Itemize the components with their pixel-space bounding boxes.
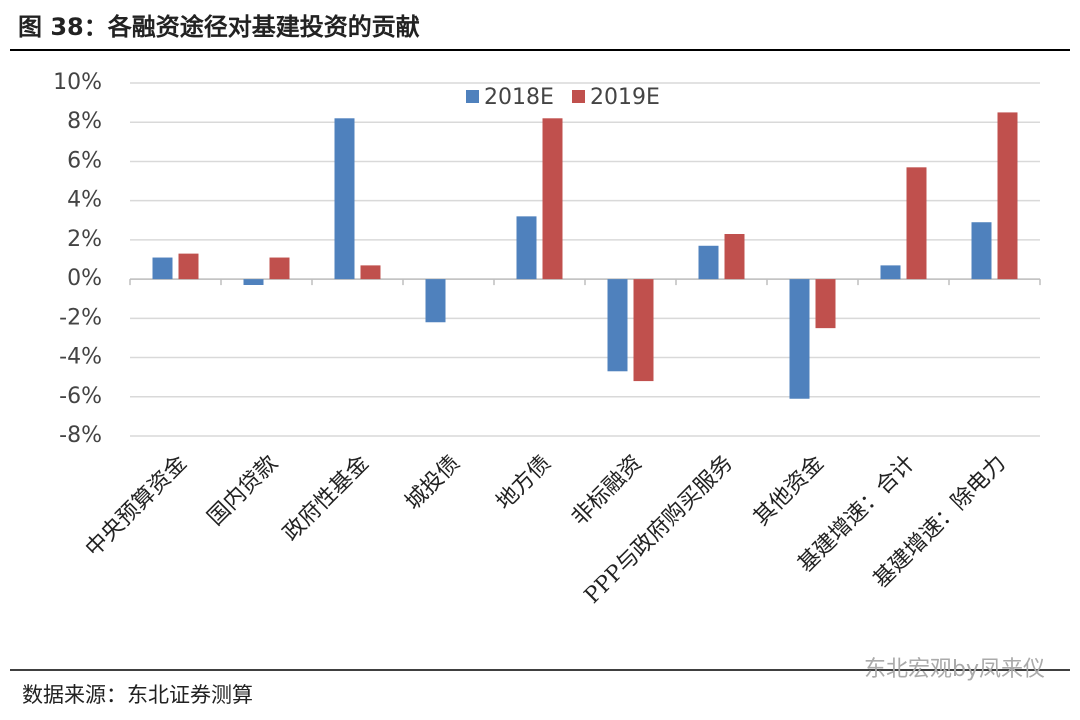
- y-tick-label: 0%: [67, 266, 102, 291]
- bar: [607, 279, 628, 372]
- bar: [724, 234, 745, 280]
- y-tick-label: 6%: [67, 148, 102, 173]
- y-tick-label: 10%: [53, 70, 102, 95]
- bar: [815, 279, 836, 329]
- y-tick-label: -6%: [59, 384, 102, 409]
- bar: [425, 279, 446, 323]
- legend-label: 2018E: [484, 85, 554, 110]
- x-tick-label: 地方债: [492, 451, 556, 515]
- bar: [360, 265, 381, 280]
- source-note: 数据来源：东北证券测算: [22, 683, 253, 707]
- bar: [152, 257, 173, 280]
- y-tick-label: 8%: [67, 109, 102, 134]
- y-tick-label: -4%: [59, 345, 102, 370]
- x-tick-label: PPP与政府购买服务: [580, 451, 738, 609]
- chart-title: 图 38：各融资途径对基建投资的贡献: [18, 13, 420, 41]
- x-tick-label: 中央预算资金: [81, 451, 192, 562]
- y-tick-label: 4%: [67, 188, 102, 213]
- bar: [997, 112, 1018, 280]
- x-tick-label: 其他资金: [749, 451, 829, 531]
- bar: [269, 257, 290, 280]
- bar: [698, 245, 719, 280]
- x-tick-label: 国内贷款: [203, 451, 283, 531]
- bar: [633, 279, 654, 382]
- bar: [971, 222, 992, 280]
- legend-swatch: [572, 90, 585, 103]
- x-tick-label: 政府性基金: [279, 451, 374, 546]
- bar: [906, 167, 927, 280]
- bar: [516, 216, 537, 280]
- x-tick-label: 城投债: [401, 451, 465, 515]
- bar: [178, 253, 199, 280]
- bar: [334, 118, 355, 280]
- bar: [243, 279, 264, 285]
- y-tick-label: -8%: [59, 423, 102, 448]
- y-tick-label: 2%: [67, 227, 102, 252]
- bar: [789, 279, 810, 399]
- bar: [542, 118, 563, 280]
- y-tick-label: -2%: [59, 305, 102, 330]
- watermark: 东北宏观by凤来仪: [864, 657, 1045, 682]
- legend-swatch: [466, 90, 479, 103]
- bar: [880, 265, 901, 280]
- legend-label: 2019E: [590, 85, 660, 110]
- x-tick-label: 非标融资: [567, 451, 647, 531]
